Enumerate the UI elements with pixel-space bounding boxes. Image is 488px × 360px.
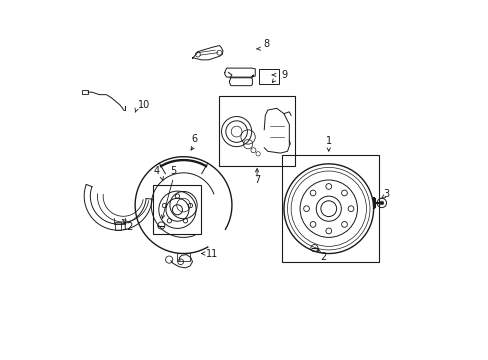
Bar bbox=[219, 96, 294, 166]
Text: 1: 1 bbox=[325, 136, 331, 146]
Bar bbox=[258, 69, 278, 84]
Text: 9: 9 bbox=[280, 70, 286, 80]
Text: 3: 3 bbox=[382, 189, 388, 199]
Bar bbox=[115, 222, 121, 230]
Text: 12: 12 bbox=[122, 222, 134, 231]
Text: 6: 6 bbox=[191, 134, 197, 144]
Text: 2: 2 bbox=[320, 252, 326, 262]
Text: 7: 7 bbox=[253, 175, 260, 185]
Text: 11: 11 bbox=[205, 248, 218, 258]
Text: 8: 8 bbox=[263, 40, 269, 49]
Text: 4: 4 bbox=[153, 166, 160, 176]
Bar bbox=[153, 185, 201, 234]
Bar bbox=[81, 90, 88, 94]
Text: 10: 10 bbox=[138, 100, 150, 111]
Bar bbox=[177, 253, 190, 261]
Text: 5: 5 bbox=[170, 166, 176, 176]
Bar bbox=[282, 155, 378, 262]
